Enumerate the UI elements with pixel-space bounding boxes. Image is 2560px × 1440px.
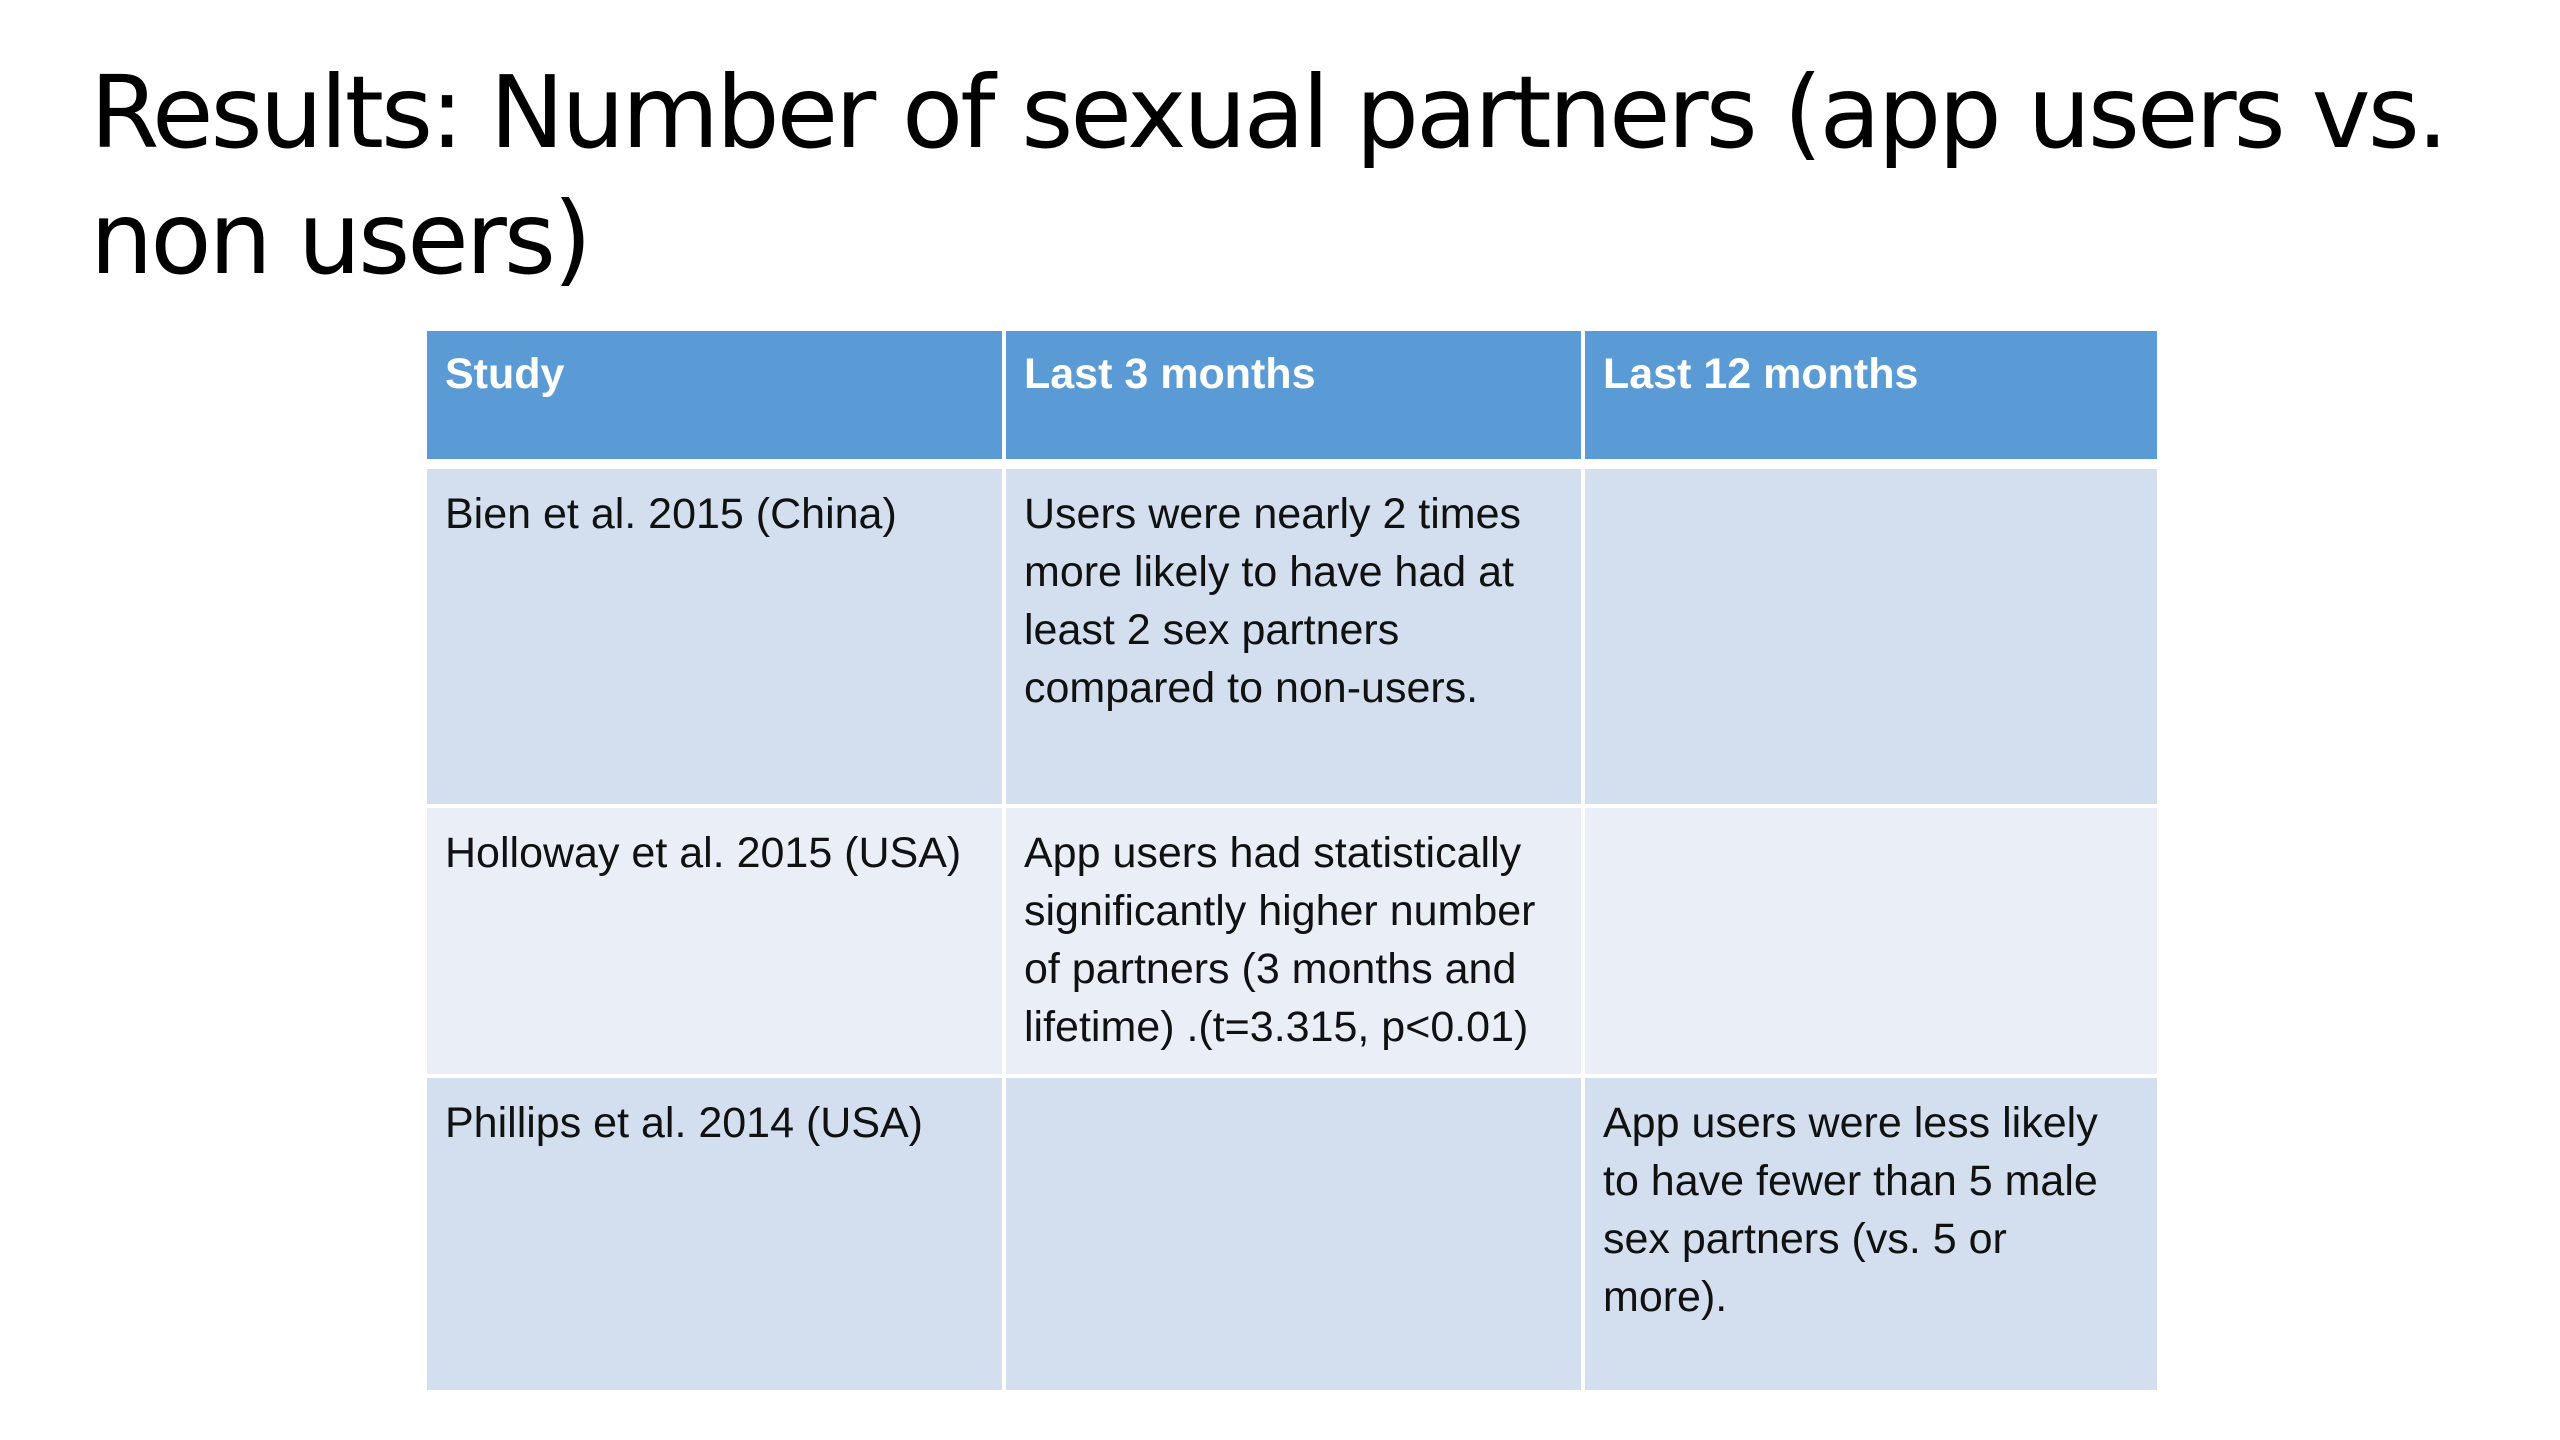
cell-last-3-months: Users were nearly 2 times more likely to… [1002, 462, 1585, 808]
table-row: Bien et al. 2015 (China) Users were near… [423, 462, 2161, 808]
cell-last-12-months: App users were less likely to have fewer… [1581, 1074, 2161, 1394]
cell-study: Holloway et al. 2015 (USA) [423, 804, 1006, 1078]
slide-title: Results: Number of sexual partners (app … [90, 54, 2449, 297]
cell-last-12-months [1581, 804, 2161, 1078]
header-study: Study [423, 327, 1006, 469]
cell-study: Phillips et al. 2014 (USA) [423, 1074, 1006, 1394]
table-row: Holloway et al. 2015 (USA) App users had… [423, 804, 2161, 1078]
results-table: Study Last 3 months Last 12 months Bien … [423, 327, 2161, 1394]
header-last-12-months: Last 12 months [1581, 327, 2161, 469]
cell-last-3-months [1002, 1074, 1585, 1394]
table-header-row: Study Last 3 months Last 12 months [423, 327, 2161, 469]
cell-last-12-months [1581, 462, 2161, 808]
cell-study: Bien et al. 2015 (China) [423, 462, 1006, 808]
table-row: Phillips et al. 2014 (USA) App users wer… [423, 1074, 2161, 1394]
cell-last-3-months: App users had statistically significantl… [1002, 804, 1585, 1078]
header-last-3-months: Last 3 months [1002, 327, 1585, 469]
